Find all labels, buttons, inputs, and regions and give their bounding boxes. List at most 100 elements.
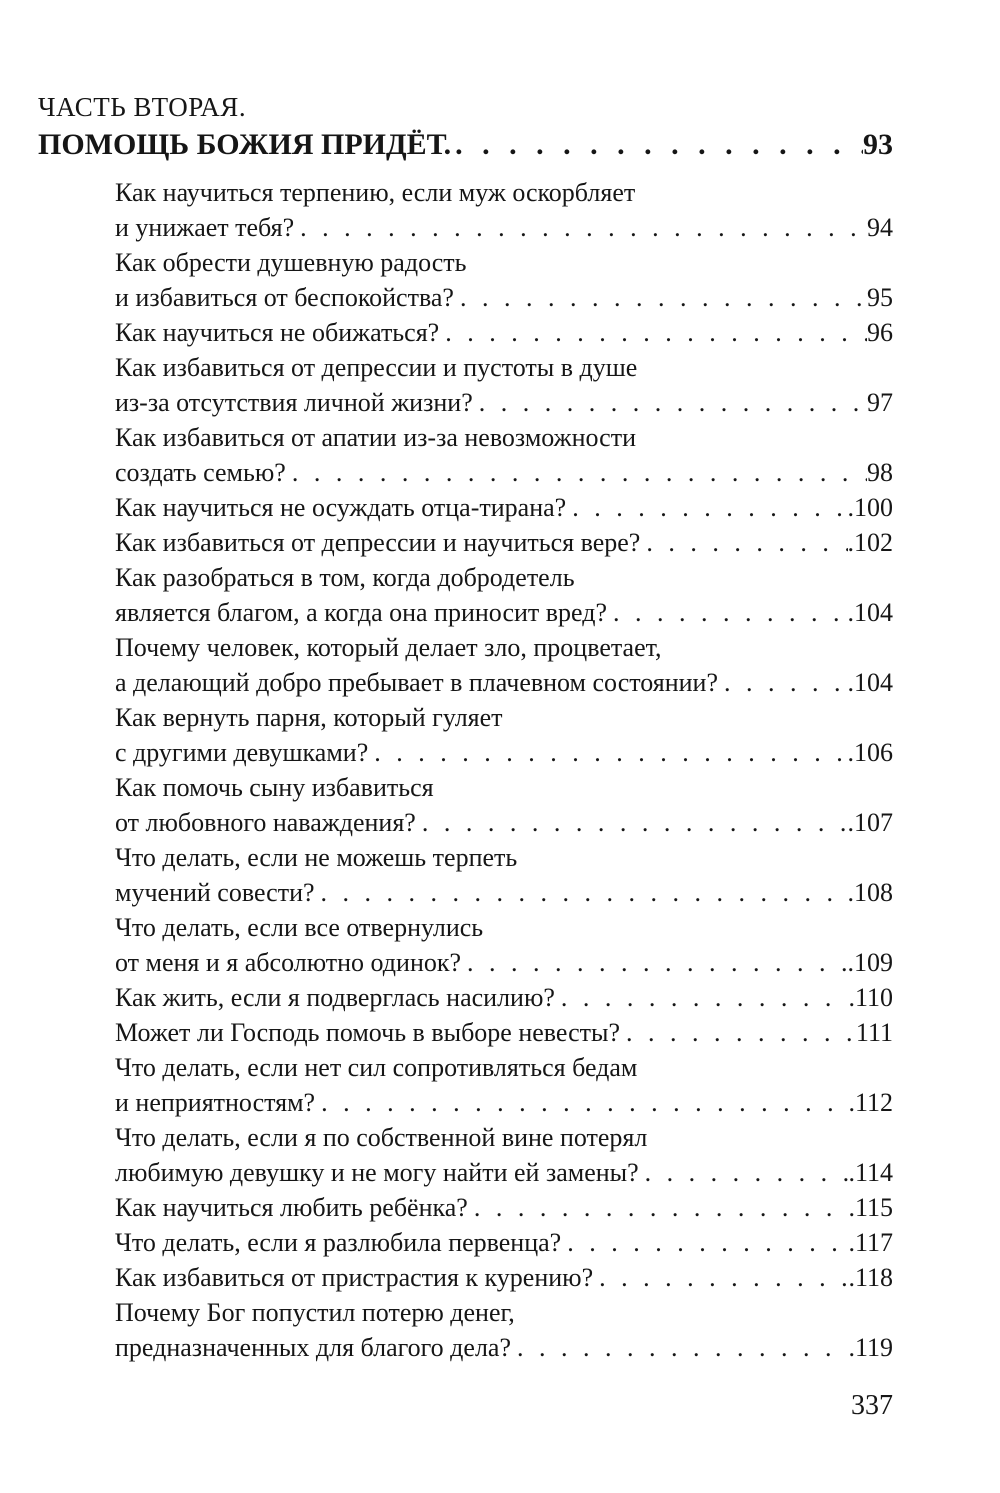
- toc-line-text: мучений совести?: [115, 878, 315, 907]
- toc-line-text: Что делать, если все отвернулись: [115, 913, 484, 942]
- toc-page-number: .100: [847, 493, 894, 522]
- toc-entry-line-row: Как помочь сыну избавиться: [115, 770, 893, 805]
- toc-entry-line-row: любимую девушку и не могу найти ей замен…: [115, 1155, 893, 1190]
- toc-entry-line-row: Как научиться не обижаться? . . . . . . …: [115, 315, 893, 350]
- toc-line-text: Как научиться терпению, если муж оскорбл…: [115, 178, 636, 207]
- toc-line-text: Как помочь сыну избавиться: [115, 773, 434, 802]
- dot-leader: . . . . . . . . . . . . . . . . . . . . …: [572, 493, 848, 522]
- toc-line-text: Как разобраться в том, когда добродетель: [115, 563, 575, 592]
- toc-page-number: .104: [847, 668, 894, 697]
- toc-entry-line-row: и неприятностям? . . . . . . . . . . . .…: [115, 1085, 893, 1120]
- dot-leader: . . . . . . . . . . . . . . . . . . . . …: [646, 528, 847, 557]
- toc-entry-line-row: Как научиться не осуждать отца-тирана? .…: [115, 490, 893, 525]
- dot-leader: . . . . . . . . . . . . . . . . . . . . …: [626, 1018, 856, 1047]
- toc-page-number: .119: [848, 1333, 893, 1362]
- dot-leader: . . . . . . . . . . . . . . . . . . . . …: [320, 878, 848, 907]
- toc-line-text: Может ли Господь помочь в выборе невесты…: [115, 1018, 621, 1047]
- toc-entry-line-row: Что делать, если я по собственной вине п…: [115, 1120, 893, 1155]
- dot-leader: . . . . . . . . . . . . . . . . . . . . …: [374, 738, 848, 767]
- part-label: ЧАСТЬ ВТОРАЯ.: [38, 92, 247, 122]
- dot-leader: . . . . . . . . . . . . . . . . . . . . …: [291, 458, 867, 487]
- toc-entry-line-row: создать семью? . . . . . . . . . . . . .…: [115, 455, 893, 490]
- toc-line-text: Как обрести душевную радость: [115, 248, 467, 277]
- toc-line-text: Как научиться любить ребёнка?: [115, 1193, 468, 1222]
- toc-line-text: и унижает тебя?: [115, 213, 295, 242]
- toc-page-number: .114: [848, 1158, 893, 1187]
- toc-list: Как научиться терпению, если муж оскорбл…: [38, 175, 893, 1365]
- toc-entry-line-row: Как научиться терпению, если муж оскорбл…: [115, 175, 893, 210]
- toc-entry-line-row: Может ли Господь помочь в выборе невесты…: [115, 1015, 893, 1050]
- toc-page-number: .118: [848, 1263, 893, 1292]
- toc-line-text: Как научиться не осуждать отца-тирана?: [115, 493, 567, 522]
- toc-line-text: любимую девушку и не могу найти ей замен…: [115, 1158, 639, 1187]
- toc-line-text: от меня и я абсолютно одинок?: [115, 948, 462, 977]
- toc-line-text: Как научиться не обижаться?: [115, 318, 440, 347]
- toc-page-number: 94: [867, 213, 893, 242]
- part-title: ПОМОЩЬ БОЖИЯ ПРИДЁТ.: [38, 128, 452, 161]
- toc-line-text: Что делать, если нет сил сопротивляться …: [115, 1053, 638, 1082]
- toc-line-text: Что делать, если я по собственной вине п…: [115, 1123, 648, 1152]
- part-page-number: 93: [863, 128, 893, 161]
- dot-leader: . . . . . . . . . . . . . . . . . . . . …: [613, 598, 847, 627]
- toc-entry-line-row: Как избавиться от апатии из-за невозможн…: [115, 420, 893, 455]
- dot-leader: . . . . . . . . . . . . . . . . . . . . …: [459, 283, 867, 312]
- dot-leader: . . . . . . . . . . . . . . . . . . . . …: [560, 983, 849, 1012]
- toc-line-text: с другими девушками?: [115, 738, 369, 767]
- toc-line-text: и неприятностям?: [115, 1088, 316, 1117]
- toc-line-text: является благом, а когда она приносит вр…: [115, 598, 608, 627]
- dot-leader: . . . . . . . . . . . . . . . . . . . . …: [517, 1333, 848, 1362]
- toc-entry-line-row: Почему Бог попустил потерю денег,: [115, 1295, 893, 1330]
- toc-line-text: из-за отсутствия личной жизни?: [115, 388, 473, 417]
- dot-leader: . . . . . . . . . . . . . . . . . . . . …: [321, 1088, 848, 1117]
- toc-entry-line-row: предназначенных для благого дела? . . . …: [115, 1330, 893, 1365]
- toc-entry-line-row: Что делать, если не можешь терпеть: [115, 840, 893, 875]
- toc-page-number: .106: [847, 738, 894, 767]
- toc-entry-line-row: Что делать, если я разлюбила первенца? .…: [115, 1225, 893, 1260]
- toc-line-text: а делающий добро пребывает в плачевном с…: [115, 668, 719, 697]
- toc-entry-line-row: Что делать, если нет сил сопротивляться …: [115, 1050, 893, 1085]
- toc-entry-line-row: мучений совести? . . . . . . . . . . . .…: [115, 875, 893, 910]
- toc-entry-line-row: Как избавиться от депрессии и пустоты в …: [115, 350, 893, 385]
- toc-entry-line-row: Как жить, если я подверглась насилию? . …: [115, 980, 893, 1015]
- toc-page-number: 98: [867, 458, 893, 487]
- toc-entry-line-row: а делающий добро пребывает в плачевном с…: [115, 665, 893, 700]
- toc-line-text: Что делать, если я разлюбила первенца?: [115, 1228, 562, 1257]
- toc-entry-line-row: Как разобраться в том, когда добродетель: [115, 560, 893, 595]
- toc-entry-line-row: от меня и я абсолютно одинок? . . . . . …: [115, 945, 893, 980]
- toc-page-number: .112: [848, 1088, 893, 1117]
- toc-page-number: .102: [847, 528, 894, 557]
- toc-page-number: .110: [848, 983, 893, 1012]
- dot-leader: . . . . . . . . . . . . . . . . . . . . …: [421, 808, 848, 837]
- toc-entry-line-row: Почему человек, который делает зло, проц…: [115, 630, 893, 665]
- toc-line-text: и избавиться от беспокойства?: [115, 283, 454, 312]
- toc-page-number: .117: [848, 1228, 893, 1257]
- toc-page-number: .108: [847, 878, 894, 907]
- dot-leader: . . . . . . . . . . . . . . . . . . . . …: [478, 388, 867, 417]
- dot-leader: . . . . . . . . . . . . . . . . . . . . …: [300, 213, 867, 242]
- dot-leader: . . . . . . . . . . . . . . . . . . . . …: [455, 128, 863, 161]
- page-number-folio: 337: [851, 1390, 893, 1421]
- toc-page-number: .115: [848, 1193, 893, 1222]
- toc-entry-line-row: от любовного наваждения? . . . . . . . .…: [115, 805, 893, 840]
- dot-leader: . . . . . . . . . . . . . . . . . . . . …: [724, 668, 847, 697]
- toc-content: ЧАСТЬ ВТОРАЯ. ПОМОЩЬ БОЖИЯ ПРИДЁТ. . . .…: [38, 92, 893, 1365]
- toc-line-text: Как жить, если я подверглась насилию?: [115, 983, 555, 1012]
- toc-page-number: .104: [847, 598, 894, 627]
- toc-page-number: 97: [867, 388, 893, 417]
- toc-page-number: 111: [855, 1018, 893, 1047]
- part-title-row: ПОМОЩЬ БОЖИЯ ПРИДЁТ. . . . . . . . . . .…: [38, 125, 893, 165]
- dot-leader: . . . . . . . . . . . . . . . . . . . . …: [599, 1263, 848, 1292]
- toc-entry-line-row: Как научиться любить ребёнка? . . . . . …: [115, 1190, 893, 1225]
- toc-line-text: от любовного наваждения?: [115, 808, 416, 837]
- toc-line-text: Почему человек, который делает зло, проц…: [115, 633, 662, 662]
- dot-leader: . . . . . . . . . . . . . . . . . . . . …: [445, 318, 867, 347]
- toc-entry-line-row: с другими девушками? . . . . . . . . . .…: [115, 735, 893, 770]
- toc-entry-line-row: Что делать, если все отвернулись: [115, 910, 893, 945]
- toc-entry-line-row: из-за отсутствия личной жизни? . . . . .…: [115, 385, 893, 420]
- toc-line-text: Как избавиться от депрессии и пустоты в …: [115, 353, 638, 382]
- toc-entry-line-row: Как вернуть парня, который гуляет: [115, 700, 893, 735]
- toc-line-text: Как избавиться от пристрастия к курению?: [115, 1263, 594, 1292]
- toc-line-text: Почему Бог попустил потерю денег,: [115, 1298, 515, 1327]
- toc-page-number: 96: [867, 318, 893, 347]
